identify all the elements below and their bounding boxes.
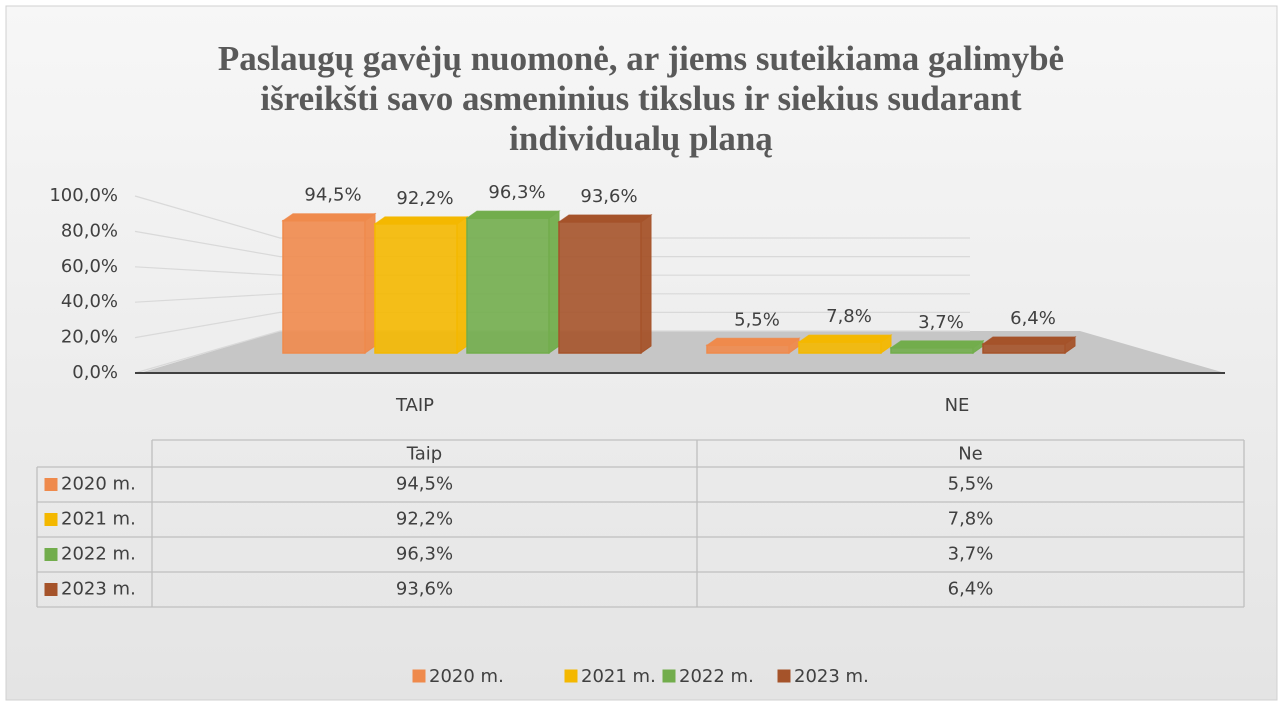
y-tick-label: 100,0% (49, 185, 118, 206)
grid-line (134, 311, 970, 339)
bar-face (798, 341, 882, 354)
table-cell: 92,2% (396, 509, 453, 530)
x-tick-label: NE (945, 395, 970, 416)
data-label: 96,3% (488, 182, 545, 203)
bar-face (706, 344, 790, 354)
data-label: 92,2% (396, 188, 453, 209)
bar-face (558, 221, 642, 354)
y-tick-label: 60,0% (61, 256, 118, 277)
data-label: 93,6% (580, 186, 637, 207)
bar-face (282, 219, 366, 354)
bar (465, 210, 561, 354)
legend-swatch (44, 513, 58, 526)
grid-line (134, 330, 970, 374)
bar-face (281, 213, 377, 222)
table-cell: 96,3% (396, 544, 453, 565)
bar (705, 337, 801, 354)
legend-swatch (44, 548, 58, 561)
bar-face (890, 347, 974, 354)
legend-label: 2023 m. (794, 666, 869, 687)
legend-label: 2020 m. (429, 666, 504, 687)
legend-swatch (44, 478, 58, 491)
grid-line (134, 266, 970, 276)
bar-face (640, 213, 652, 354)
table-cell: 5,5% (948, 474, 994, 495)
bar-face (374, 223, 458, 354)
y-tick-label: 0,0% (72, 362, 118, 383)
y-tick-label: 80,0% (61, 220, 118, 241)
y-tick-label: 20,0% (61, 327, 118, 348)
bar-face (465, 210, 561, 219)
table-cell: 6,4% (948, 579, 994, 600)
table-header: Ne (958, 444, 983, 465)
bar-face (982, 343, 1066, 354)
data-label: 6,4% (1010, 308, 1056, 329)
bar-face (705, 337, 801, 346)
data-label: 7,8% (826, 306, 872, 327)
bar-face (364, 212, 376, 354)
bar (797, 334, 893, 354)
legend-label: 2021 m. (581, 666, 656, 687)
data-label: 94,5% (304, 185, 361, 206)
grid-line (134, 230, 970, 258)
bar (889, 339, 985, 354)
bar-face (981, 336, 1077, 345)
legend-swatch (564, 669, 578, 683)
table-series-name: 2021 m. (61, 509, 136, 530)
legend-swatch (777, 669, 791, 683)
chart-title: individualų planą (509, 119, 773, 158)
table-series-name: 2020 m. (61, 474, 136, 495)
y-tick-label: 40,0% (61, 291, 118, 312)
chart-title: išreikšti savo asmeninius tikslus ir sie… (260, 79, 1021, 118)
bar-face (466, 217, 550, 354)
table-cell: 3,7% (948, 544, 994, 565)
legend-swatch (662, 669, 676, 683)
table-cell: 94,5% (396, 474, 453, 495)
table-series-name: 2023 m. (61, 579, 136, 600)
data-label: 5,5% (734, 309, 780, 330)
grid-line (134, 293, 970, 303)
legend-label: 2022 m. (679, 666, 754, 687)
bar (373, 215, 469, 354)
bar-face (548, 210, 560, 354)
bar (981, 336, 1077, 354)
bar (281, 212, 377, 354)
table-cell: 7,8% (948, 509, 994, 530)
x-tick-label: TAIP (395, 395, 434, 416)
bar-face (797, 334, 893, 343)
chart-title: Paslaugų gavėjų nuomonė, ar jiems suteik… (218, 39, 1064, 78)
legend-swatch (44, 583, 58, 596)
data-label: 3,7% (918, 312, 964, 333)
table-series-name: 2022 m. (61, 544, 136, 565)
grid-line (134, 195, 970, 239)
legend-swatch (412, 669, 426, 683)
bar (557, 213, 653, 354)
bar-face (373, 216, 469, 225)
table-header: Taip (406, 444, 442, 465)
bar-face (557, 214, 653, 223)
bar-face (889, 340, 985, 349)
bar-face (456, 215, 468, 354)
table-cell: 93,6% (396, 579, 453, 600)
